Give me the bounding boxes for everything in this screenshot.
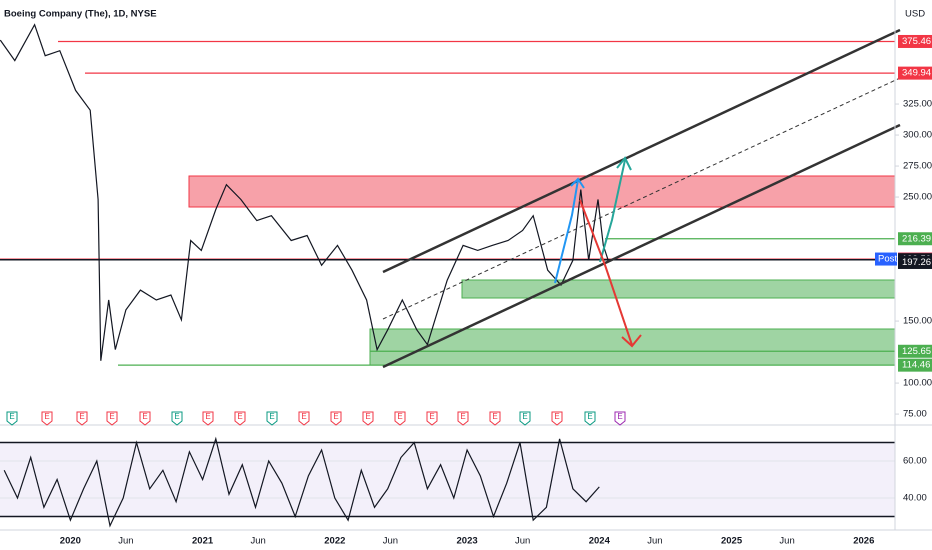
x-tick-label: 2023 (457, 536, 478, 547)
x-tick-label: 2026 (853, 536, 874, 547)
earnings-label: E (460, 412, 465, 421)
earnings-label: E (522, 412, 527, 421)
earnings-icon (171, 411, 183, 426)
price-badge-label: 216.39 (902, 233, 931, 244)
earnings-icon (6, 411, 18, 426)
channel-lower (382, 123, 901, 369)
x-tick-label: 2024 (589, 536, 611, 547)
earnings-label: E (587, 412, 592, 421)
price-badge-label: 125.65 (902, 346, 931, 357)
x-tick-label: Jun (383, 536, 398, 547)
rsi-band (0, 442, 895, 517)
earnings-label: E (397, 412, 402, 421)
channel-upper (382, 28, 901, 274)
arrow-up (599, 159, 626, 263)
earnings-label: E (269, 412, 274, 421)
arrow-up (554, 179, 579, 284)
x-tick-label: 2021 (192, 536, 214, 547)
earnings-icon (362, 411, 374, 426)
chart-title: Boeing Company (The), 1D, NYSE (4, 9, 157, 20)
earnings-icon (551, 411, 563, 426)
earnings-icon (457, 411, 469, 426)
price-badge (898, 358, 932, 372)
earnings-icon (202, 411, 214, 426)
earnings-label: E (174, 412, 179, 421)
earnings-label: E (365, 412, 370, 421)
earnings-label: E (429, 412, 434, 421)
earnings-icon (330, 411, 342, 426)
price-badge-label: 114.46 (902, 360, 930, 371)
x-tick-label: Jun (118, 536, 133, 547)
price-badge-label: 375.46 (902, 36, 931, 47)
earnings-icon (489, 411, 501, 426)
x-tick-label: 2022 (324, 536, 345, 547)
demand-zone (369, 328, 896, 366)
currency: USD (905, 9, 925, 20)
arrow-head (621, 334, 642, 348)
earnings-label: E (142, 412, 147, 421)
y-tick-label: 250.00 (903, 192, 932, 203)
y-tick-label: 325.00 (903, 99, 932, 110)
arrow-head (570, 177, 585, 189)
y-tick-label: 75.00 (903, 409, 927, 420)
y-tick-label: 300.00 (903, 130, 932, 141)
earnings-icon (519, 411, 531, 426)
x-tick-label: Jun (647, 536, 662, 547)
earnings-label: E (492, 412, 497, 421)
x-tick-label: 2025 (721, 536, 743, 547)
rsi-line (3, 436, 600, 528)
arrow-down (579, 199, 633, 346)
price-badge-label: 349.94 (902, 68, 931, 79)
arrow-head (616, 156, 632, 171)
x-tick-label: Jun (250, 536, 265, 547)
demand-zone (461, 279, 896, 299)
earnings-icon (139, 411, 151, 426)
earnings-label: E (554, 412, 559, 421)
earnings-icon (234, 411, 246, 426)
earnings-label: E (237, 412, 242, 421)
earnings-icon (106, 411, 118, 426)
price-badge (898, 344, 932, 358)
earnings-icon (584, 411, 596, 426)
price-badge (898, 66, 932, 80)
x-tick-label: Jun (515, 536, 530, 547)
earnings-icon (426, 411, 438, 426)
earnings-icon (298, 411, 310, 426)
earnings-icon (394, 411, 406, 426)
price-line (0, 23, 610, 361)
earnings-label: E (301, 412, 306, 421)
supply-zone (188, 175, 896, 208)
earnings-label: E (205, 412, 210, 421)
rsi-tick-label: 60.00 (903, 456, 927, 467)
post-label: Post (878, 254, 897, 265)
earnings-label: E (333, 412, 338, 421)
earnings-label: E (9, 412, 14, 421)
earnings-label: E (79, 412, 84, 421)
y-tick-label: 275.00 (903, 161, 932, 172)
earnings-label: E (109, 412, 114, 421)
y-tick-label: 100.00 (903, 378, 932, 389)
earnings-label: E (617, 412, 622, 421)
y-tick-label: 150.00 (903, 316, 932, 327)
x-tick-label: 2020 (60, 536, 81, 547)
price-badge (898, 34, 932, 48)
earnings-label: E (44, 412, 49, 421)
earnings-icon (614, 411, 626, 426)
earnings-icon (266, 411, 278, 426)
post-badge (875, 252, 897, 266)
earnings-icon (76, 411, 88, 426)
rsi-tick-label: 40.00 (903, 493, 927, 504)
price-badge (898, 232, 932, 246)
price-badge (898, 255, 932, 269)
earnings-icon (41, 411, 53, 426)
price-badge-label: 197.26 (902, 257, 931, 268)
x-tick-label: Jun (779, 536, 794, 547)
